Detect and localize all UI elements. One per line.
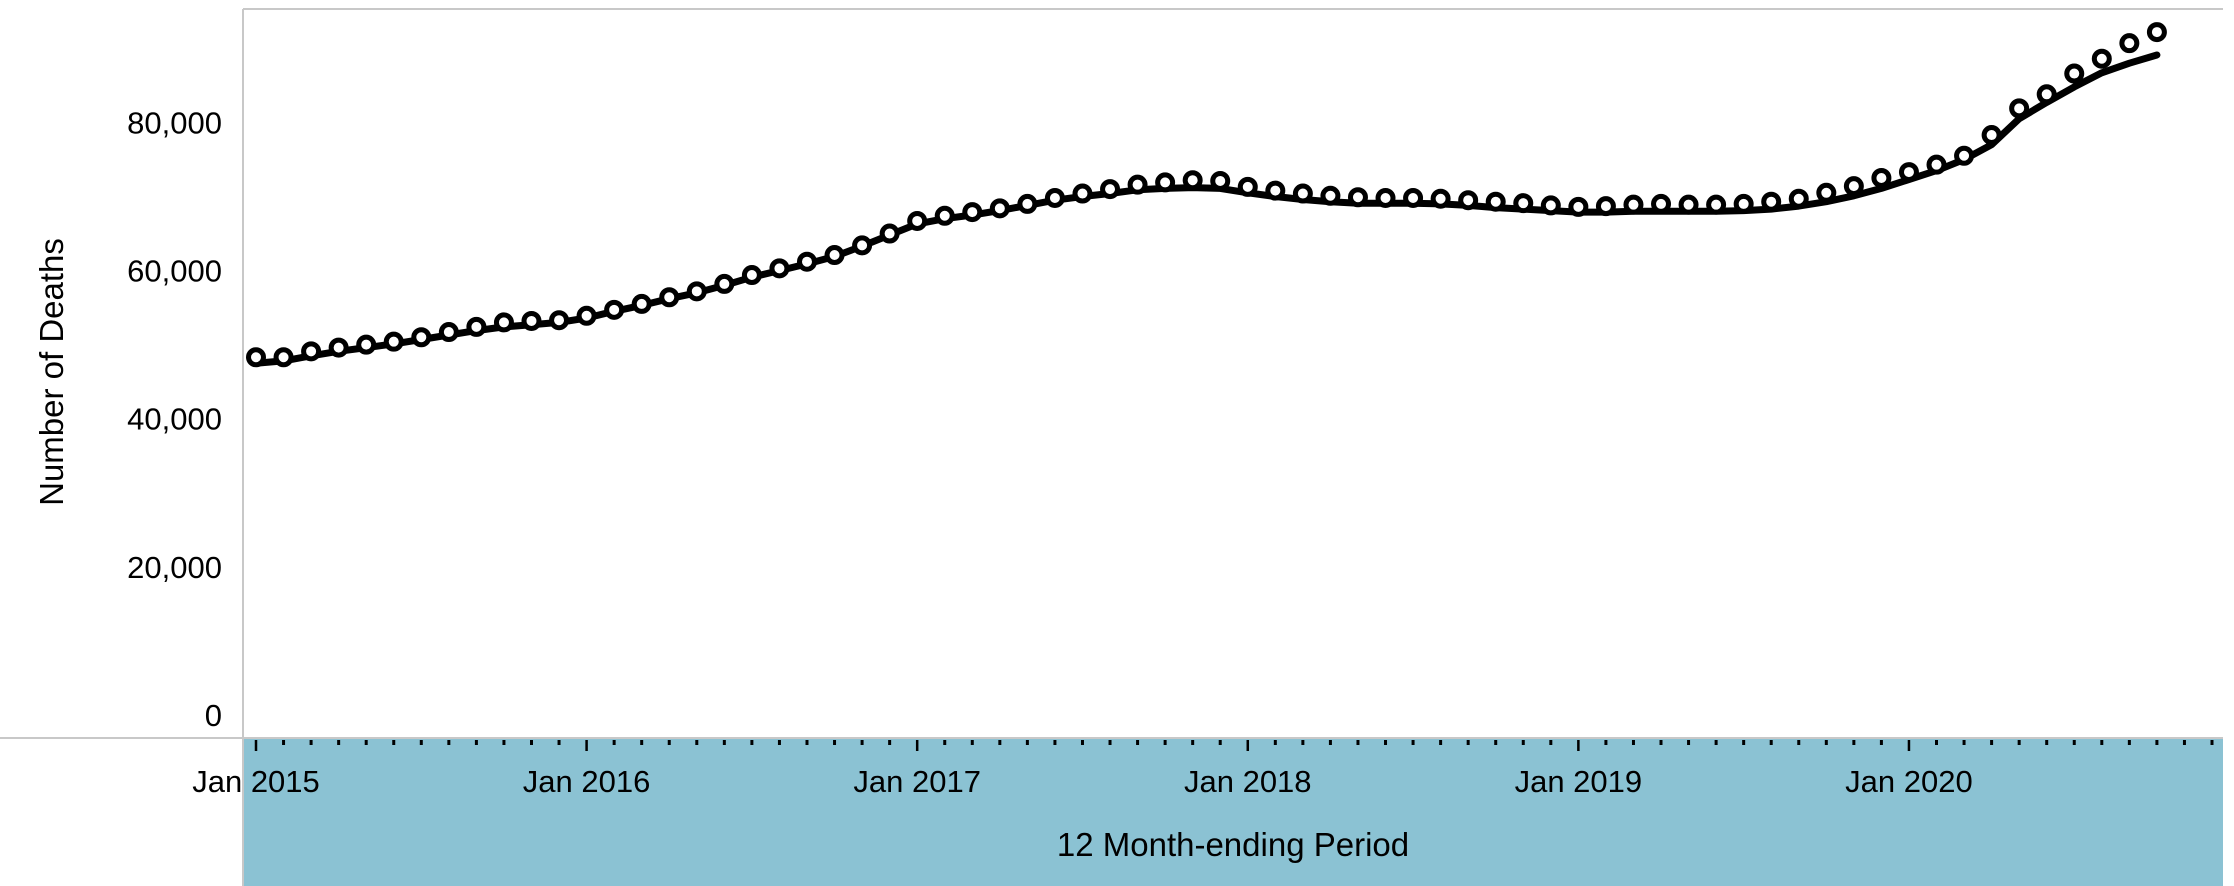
data-point [824,245,845,266]
data-point [1072,183,1093,204]
x-tick-label: Jan 2018 [1184,764,1312,799]
data-point [1265,180,1286,201]
data-point [852,235,873,256]
data-point [879,223,900,244]
data-point [1843,176,1864,197]
data-point [741,265,762,286]
data-point [2064,63,2085,84]
y-tick-label: 60,000 [127,254,222,289]
x-tick-label: Jan 2017 [853,764,981,799]
x-tick-label: Jan 2015 [192,764,320,799]
x-axis-title: 12 Month-ending Period [1057,826,1409,863]
data-point [1761,191,1782,212]
x-axis-band [243,738,2223,886]
data-point [1595,196,1616,217]
data-point [2091,48,2112,69]
data-point [1540,195,1561,216]
data-point [1706,194,1727,215]
data-point [714,273,735,294]
y-tick-label: 20,000 [127,550,222,585]
data-point [328,337,349,358]
data-point [1237,176,1258,197]
y-axis-ticks: 0 20,000 40,000 60,000 80,000 [127,105,222,733]
data-point [1044,187,1065,208]
data-point [989,198,1010,219]
data-point [1954,145,1975,166]
data-point [1100,179,1121,200]
data-point [631,293,652,314]
data-point [1210,170,1231,191]
data-point [383,331,404,352]
data-point [2119,33,2140,54]
data-point [1871,167,1892,188]
data-point [1485,191,1506,212]
series-layer [246,22,2167,368]
data-point [246,347,266,368]
y-tick-label: 40,000 [127,402,222,437]
data-point [1981,125,2002,146]
x-tick-label: Jan 2016 [523,764,651,799]
data-point [273,347,294,368]
x-tick-label: Jan 2019 [1515,764,1643,799]
data-point [686,281,707,302]
data-point [907,210,928,231]
y-tick-label: 80,000 [127,105,222,140]
data-point [1347,187,1368,208]
data-point [2146,22,2167,43]
data-point [604,299,625,320]
data-point [2036,84,2057,105]
data-point [1182,170,1203,191]
data-point [1320,185,1341,206]
data-point [466,316,487,337]
x-tick-label: Jan 2020 [1845,764,1973,799]
data-point [549,310,570,331]
data-point [796,251,817,272]
data-point [1623,194,1644,215]
data-point [659,287,680,308]
data-point [1017,193,1038,214]
data-point [1403,187,1424,208]
data-point [1733,193,1754,214]
data-point [1816,182,1837,203]
data-point [1375,187,1396,208]
data-point [356,334,377,355]
data-point [769,258,790,279]
data-point [438,322,459,343]
data-point [1155,172,1176,193]
data-point [1678,194,1699,215]
data-point [1788,188,1809,209]
x-axis-ticks: Jan 2015 Jan 2016 Jan 2017 Jan 2018 Jan 2019… [192,740,2214,799]
data-point [1430,188,1451,209]
data-point [521,310,542,331]
series-line [252,51,2161,367]
data-point [411,327,432,348]
data-point [1292,183,1313,204]
y-tick-label: 0 [205,698,222,733]
data-point [934,205,955,226]
data-point [1458,190,1479,211]
data-point [493,312,514,333]
y-axis-title: Number of Deaths [33,238,70,506]
data-point [1513,193,1534,214]
data-point [1898,162,1919,183]
data-point [1568,196,1589,217]
data-point [1651,193,1672,214]
data-point [1926,154,1947,175]
data-point [576,305,597,326]
data-point [301,341,322,362]
data-point [2009,98,2030,119]
data-point [1127,174,1148,195]
data-point [962,202,983,223]
